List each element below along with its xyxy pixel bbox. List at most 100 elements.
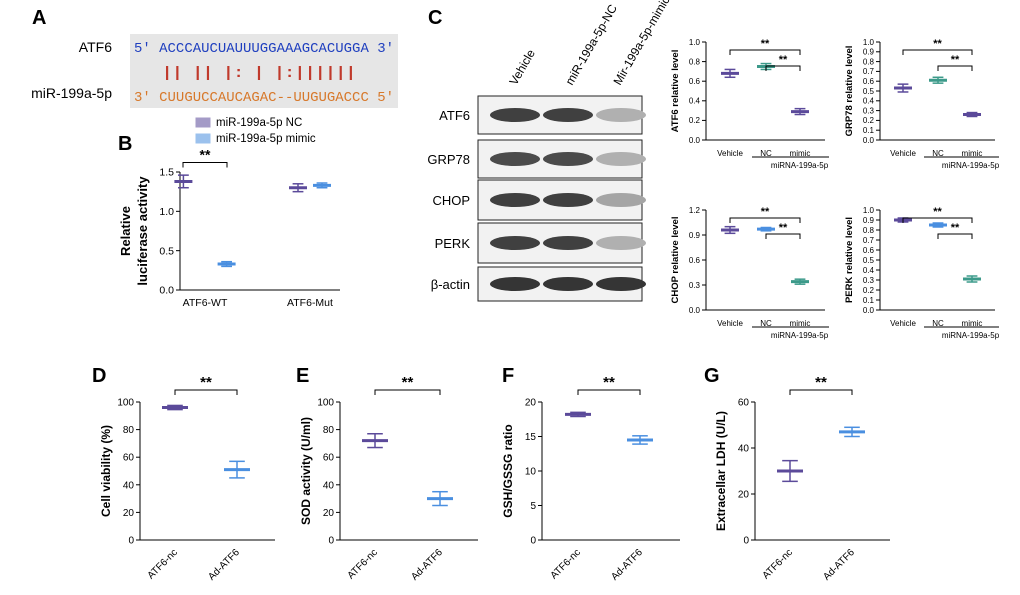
x-tick-label: mimic [790, 319, 811, 328]
y-tick-label: 0.7 [863, 67, 875, 76]
significance-label: ** [761, 38, 770, 50]
x-tick-label: ATF6-nc [146, 547, 180, 581]
y-tick-label: 0 [128, 536, 134, 547]
sequence-mirna: 3' CUUGUCCAUCAGAC--UUGUGACCC 5' [134, 91, 394, 106]
significance-label: ** [779, 54, 788, 66]
y-tick-label: 1.5 [159, 167, 174, 179]
chart-E: 0 20 40 60 80 100 SOD activity (U/ml) ATF6-nc Ad… [299, 374, 478, 583]
x-tick-label: ATF6-nc [346, 547, 380, 581]
blot-band [543, 108, 593, 122]
significance-label: ** [779, 222, 788, 234]
significance-label: ** [951, 222, 960, 234]
blot-band [543, 193, 593, 207]
y-tick-label: 0.2 [863, 286, 875, 295]
blot-band [596, 108, 646, 122]
blot-band [490, 193, 540, 207]
lane-label: Vehicle [506, 47, 538, 88]
y-tick-label: 0.8 [863, 226, 875, 235]
y-tick-label: 80 [123, 425, 135, 436]
x-tick-label: Ad-ATF6 [206, 547, 242, 583]
y-tick-label: 1.0 [863, 206, 875, 215]
y-tick-label: 0.0 [863, 136, 875, 145]
significance-bracket [765, 233, 801, 239]
significance-label: ** [933, 206, 942, 218]
y-tick-label: 40 [738, 444, 750, 455]
significance-label: ** [402, 374, 414, 391]
blot-band [490, 108, 540, 122]
y-axis-label-line: Relative [118, 206, 133, 256]
x-tick-label: ATF6-WT [183, 297, 228, 309]
panel-label-F: F [502, 365, 514, 387]
sequence-box [130, 34, 398, 108]
y-tick-label: 15 [525, 432, 537, 443]
x-tick-label: mimic [962, 319, 983, 328]
x-tick-label: mimic [962, 149, 983, 158]
panel-label-G: G [704, 365, 720, 387]
y-tick-label: 100 [117, 398, 134, 409]
chart-C4: 0.00.10.20.30.40.50.60.70.80.91.0 PERK re… [844, 206, 1000, 340]
y-tick-label: 0 [743, 536, 749, 547]
y-tick-label: 5 [530, 501, 536, 512]
y-tick-label: 0.8 [863, 57, 875, 66]
y-tick-label: 0.0 [689, 306, 701, 315]
legend-swatch [195, 117, 211, 128]
y-axis-label: SOD activity (U/ml) [299, 417, 313, 525]
x-tick-label: Vehicle [890, 149, 916, 158]
x-tick-label: NC [760, 319, 772, 328]
x-tick-label: ATF6-nc [549, 547, 583, 581]
significance-bracket [937, 233, 973, 239]
y-tick-label: 1.0 [689, 38, 701, 47]
x-tick-label: Ad-ATF6 [609, 547, 645, 583]
chart-F: 0 5 10 15 20 GSH/GSSG ratio ATF6-nc Ad-ATF6 ** [501, 374, 680, 583]
panel-label-A: A [32, 7, 46, 29]
gene-label-atf6: ATF6 [79, 39, 112, 55]
panel-label-D: D [92, 365, 106, 387]
y-tick-label: 20 [525, 398, 537, 409]
y-tick-label: 0.9 [863, 216, 875, 225]
significance-bracket [937, 65, 973, 71]
y-tick-label: 1.0 [863, 38, 875, 47]
y-axis-label: GRP78 relative level [844, 46, 855, 137]
blot-row-label: GRP78 [427, 152, 470, 167]
y-tick-label: 0.1 [863, 126, 875, 135]
x-tick-label: Ad-ATF6 [409, 547, 445, 583]
significance-bracket [765, 65, 801, 71]
y-tick-label: 0.4 [863, 97, 875, 106]
x-tick-label: Vehicle [717, 149, 743, 158]
significance-bracket [902, 49, 973, 55]
y-tick-label: 0.6 [689, 256, 701, 265]
significance-bracket [789, 389, 853, 395]
group-label: miRNA-199a-5p [942, 161, 1000, 170]
group-label: miRNA-199a-5p [942, 331, 1000, 340]
y-tick-label: 0.2 [689, 116, 701, 125]
blot-row-label: CHOP [432, 193, 470, 208]
y-axis-label: Relative luciferase activity [118, 176, 150, 286]
y-tick-label: 0.0 [159, 285, 174, 297]
x-tick-label: Ad-ATF6 [821, 547, 857, 583]
y-axis-label: ATF6 relative level [670, 50, 681, 133]
y-tick-label: 0.7 [863, 236, 875, 245]
y-tick-label: 60 [323, 453, 335, 464]
significance-bracket [729, 217, 801, 223]
legend-entry: miR-199a-5p mimic [216, 133, 316, 145]
y-tick-label: 0.3 [863, 106, 875, 115]
blot-band [596, 193, 646, 207]
y-tick-label: 0.2 [863, 116, 875, 125]
y-tick-label: 0.5 [863, 256, 875, 265]
y-tick-label: 60 [123, 453, 135, 464]
y-tick-label: 40 [323, 480, 335, 491]
base-pairing: || || |: | |:|||||| [162, 65, 356, 82]
significance-bracket [902, 217, 973, 223]
significance-label: ** [933, 38, 942, 50]
significance-bracket [577, 389, 641, 395]
x-tick-label: NC [760, 149, 772, 158]
blot-band [596, 277, 646, 291]
sequence-atf6: 5' ACCCAUCUAUUUGGAAAGCACUGGA 3' [134, 42, 394, 57]
y-tick-label: 0.9 [863, 48, 875, 57]
x-tick-label: ATF6-Mut [287, 297, 333, 309]
y-axis-label: PERK relative level [844, 217, 855, 303]
chart-C3: 0.0 0.3 0.6 0.9 1.2 CHOP relative level Vehicl… [670, 206, 829, 340]
x-tick-label: mimic [790, 149, 811, 158]
significance-label: ** [761, 206, 770, 218]
y-tick-label: 0.0 [689, 136, 701, 145]
